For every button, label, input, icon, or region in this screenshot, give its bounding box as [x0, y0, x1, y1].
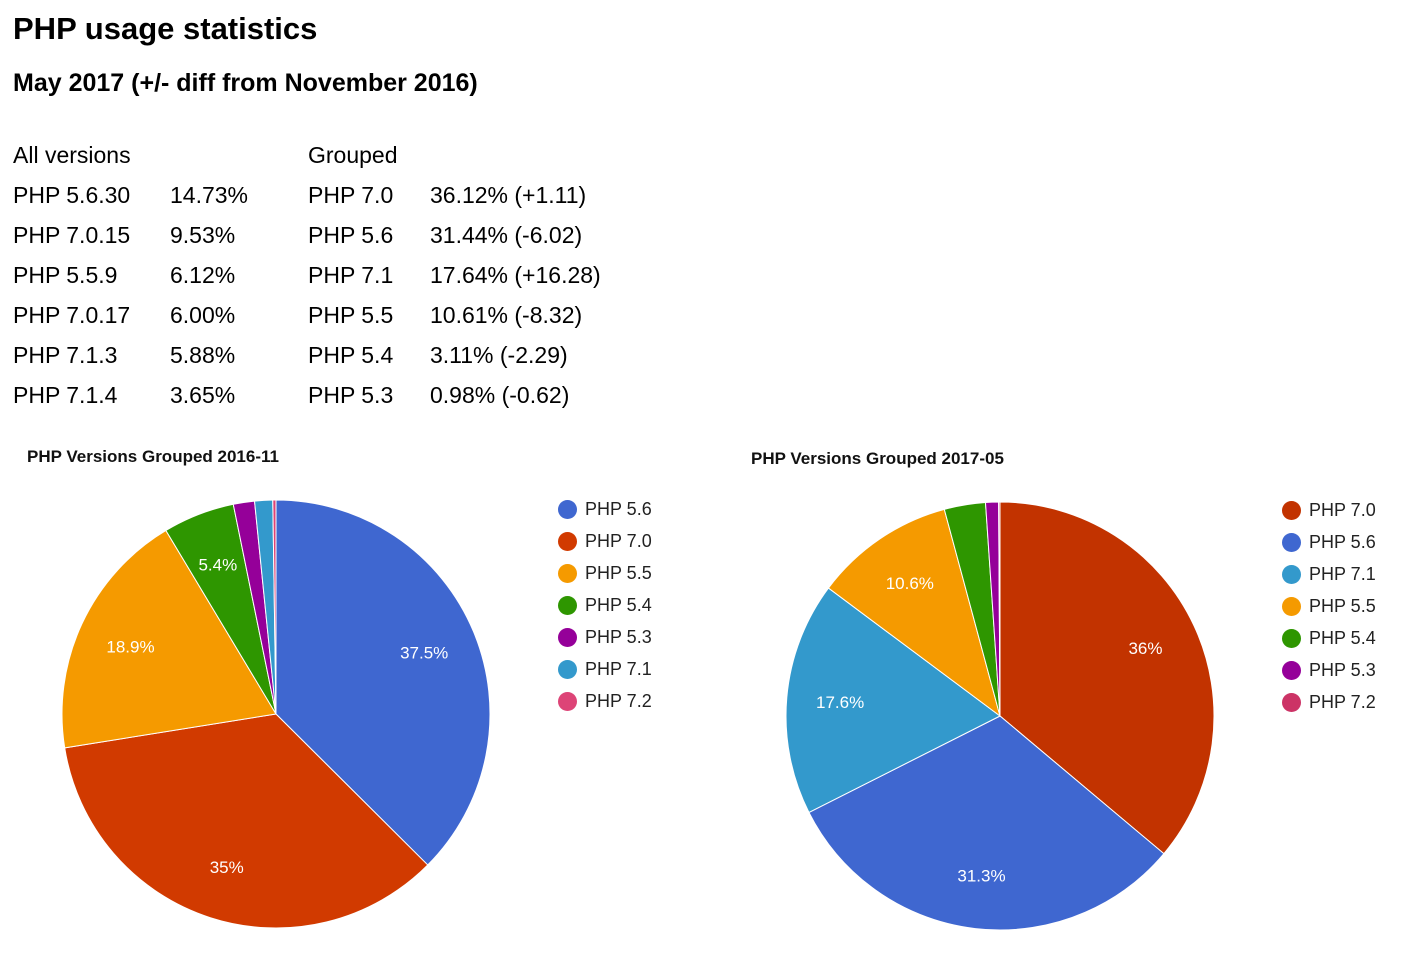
pie-0: 37.5% 35% 18.9% 5.4%	[61, 499, 491, 929]
legend-label: PHP 5.3	[585, 626, 652, 647]
legend-dot-icon	[1282, 564, 1301, 584]
legend-dot-icon	[1282, 596, 1301, 616]
legend-label: PHP 7.0	[1309, 499, 1376, 520]
all-versions-share: 14.73%	[170, 182, 249, 208]
grouped-share: 3.11% (-2.29)	[430, 342, 568, 368]
legend-item[interactable]: PHP 5.4	[1282, 622, 1376, 654]
legend-item[interactable]: PHP 5.5	[558, 557, 652, 589]
legend-item[interactable]: PHP 5.5	[1282, 590, 1376, 622]
legend-label: PHP 5.5	[585, 562, 652, 583]
all-versions-version-column: All versions PHP 5.6.30 PHP 7.0.15 PHP 5…	[13, 135, 131, 415]
legend-2016-11: PHP 5.6 PHP 7.0 PHP 5.5 PHP 5.4 PHP 5.3 PHP 7…	[558, 493, 652, 717]
legend-label: PHP 7.0	[585, 530, 652, 551]
pie-slice-php-5-5[interactable]	[61, 529, 277, 749]
legend-item[interactable]: PHP 7.2	[558, 685, 652, 717]
all-versions-version: PHP 5.5.9	[13, 262, 118, 288]
legend-label: PHP 7.2	[1309, 691, 1376, 712]
grouped-share: 36.12% (+1.11)	[430, 182, 587, 208]
legend-label: PHP 5.6	[585, 498, 652, 519]
legend-label: PHP 7.1	[585, 658, 652, 679]
legend-dot-icon	[558, 499, 577, 519]
legend-item[interactable]: PHP 7.0	[1282, 494, 1376, 526]
grouped-share: 10.61% (-8.32)	[430, 302, 583, 328]
legend-label: PHP 5.3	[1309, 659, 1376, 680]
grouped-share-column: 36.12% (+1.11) 31.44% (-6.02) 17.64% (+1…	[430, 135, 601, 415]
legend-dot-icon	[1282, 660, 1301, 680]
pie-1: 36% 31.3% 17.6% 10.6%	[785, 501, 1215, 931]
legend-dot-icon	[558, 563, 577, 583]
legend-dot-icon	[558, 531, 577, 551]
pie-slice-php-7-0[interactable]	[64, 713, 429, 929]
pie-slice-php-7-1[interactable]	[785, 587, 1001, 814]
legend-label: PHP 7.2	[585, 690, 652, 711]
legend-dot-icon	[1282, 500, 1301, 520]
grouped-share: 0.98% (-0.62)	[430, 382, 570, 408]
slice-data-label: 18.9%	[106, 637, 154, 656]
all-versions-header: All versions	[13, 142, 131, 168]
all-versions-version: PHP 7.1.3	[13, 342, 118, 368]
chart-title-2016-11: PHP Versions Grouped 2016-11	[27, 447, 279, 466]
chart-title-2017-05: PHP Versions Grouped 2017-05	[751, 449, 1004, 468]
all-versions-version: PHP 7.0.15	[13, 222, 131, 248]
all-versions-share-column: 14.73% 9.53% 6.12% 6.00% 5.88% 3.65%	[170, 135, 248, 415]
all-versions-version: PHP 5.6.30	[13, 182, 131, 208]
legend-item[interactable]: PHP 5.3	[1282, 654, 1376, 686]
grouped-version: PHP 5.5	[308, 302, 394, 328]
slice-data-label: 10.6%	[886, 574, 934, 593]
legend-dot-icon	[1282, 628, 1301, 648]
all-versions-share: 6.00%	[170, 302, 236, 328]
pie-slice-php-7-2[interactable]	[272, 499, 277, 715]
pie-slice-php-5-5[interactable]	[827, 508, 1001, 718]
all-versions-share: 9.53%	[170, 222, 236, 248]
all-versions-share: 3.65%	[170, 382, 236, 408]
page-subtitle: May 2017 (+/- diff from November 2016)	[13, 69, 478, 97]
legend-label: PHP 5.5	[1309, 595, 1376, 616]
grouped-share: 31.44% (-6.02)	[430, 222, 583, 248]
pie-slice-php-7-0[interactable]	[999, 501, 1215, 855]
grouped-version: PHP 5.3	[308, 382, 394, 408]
all-versions-version: PHP 7.0.17	[13, 302, 131, 328]
grouped-share: 17.64% (+16.28)	[430, 262, 601, 288]
all-versions-version: PHP 7.1.4	[13, 382, 118, 408]
legend-label: PHP 7.1	[1309, 563, 1376, 584]
legend-label: PHP 5.4	[585, 594, 652, 615]
grouped-version-column: Grouped PHP 7.0 PHP 5.6 PHP 7.1 PHP 5.5 …	[308, 135, 398, 415]
slice-data-label: 37.5%	[400, 643, 448, 662]
legend-dot-icon	[558, 659, 577, 679]
legend-item[interactable]: PHP 5.6	[1282, 526, 1376, 558]
legend-dot-icon	[558, 627, 577, 647]
legend-label: PHP 5.4	[1309, 627, 1376, 648]
page-title: PHP usage statistics	[13, 11, 318, 46]
legend-dot-icon	[1282, 532, 1301, 552]
legend-item[interactable]: PHP 7.0	[558, 525, 652, 557]
legend-dot-icon	[558, 595, 577, 615]
grouped-version: PHP 5.6	[308, 222, 394, 248]
legend-2017-05: PHP 7.0 PHP 5.6 PHP 7.1 PHP 5.5 PHP 5.4 PHP 5…	[1282, 494, 1376, 718]
legend-dot-icon	[558, 691, 577, 711]
legend-item[interactable]: PHP 5.4	[558, 589, 652, 621]
grouped-version: PHP 5.4	[308, 342, 394, 368]
pie-slice-php-5-6[interactable]	[275, 499, 491, 866]
slice-data-label: 31.3%	[957, 866, 1005, 885]
slice-data-label: 17.6%	[816, 693, 864, 712]
all-versions-share: 6.12%	[170, 262, 236, 288]
pie-slice-php-5-6[interactable]	[808, 715, 1165, 931]
slice-data-label: 36%	[1128, 639, 1162, 658]
legend-item[interactable]: PHP 7.1	[558, 653, 652, 685]
grouped-version: PHP 7.1	[308, 262, 394, 288]
pie-slice-php-7-2[interactable]	[998, 501, 1001, 717]
slice-data-label: 35%	[210, 858, 244, 877]
slice-data-label: 5.4%	[198, 555, 237, 574]
legend-item[interactable]: PHP 7.1	[1282, 558, 1376, 590]
all-versions-share: 5.88%	[170, 342, 236, 368]
legend-dot-icon	[1282, 692, 1301, 712]
legend-item[interactable]: PHP 5.3	[558, 621, 652, 653]
legend-label: PHP 5.6	[1309, 531, 1376, 552]
legend-item[interactable]: PHP 5.6	[558, 493, 652, 525]
grouped-version: PHP 7.0	[308, 182, 394, 208]
grouped-header: Grouped	[308, 142, 398, 168]
legend-item[interactable]: PHP 7.2	[1282, 686, 1376, 718]
